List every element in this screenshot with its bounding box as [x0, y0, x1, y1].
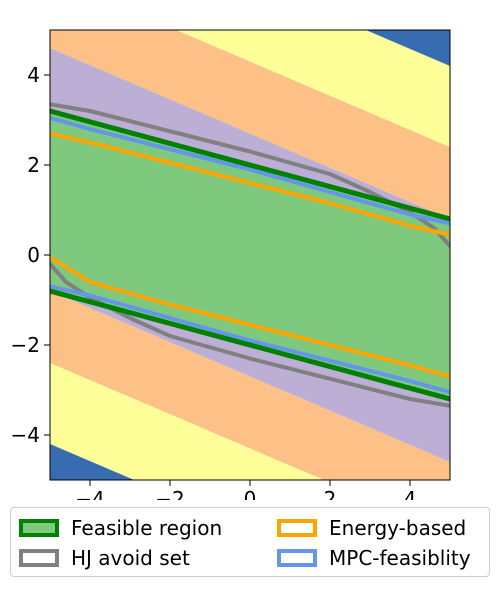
x-tick-label: 4: [404, 487, 417, 500]
legend-item-mpc-feasibility: MPC-feasiblity: [277, 544, 471, 572]
background-band-9: [50, 444, 135, 480]
legend-label: Energy-based: [329, 516, 467, 540]
feasible-region-swatch: [19, 519, 59, 537]
feasible-region-upper-boundary: [50, 108, 450, 222]
y-tick-label: 4: [27, 63, 40, 87]
hj-avoid-set-swatch: [19, 549, 59, 567]
energy-based-swatch: [277, 519, 317, 537]
legend-item-hj-avoid-set: HJ avoid set: [19, 544, 190, 572]
mpc-feasibility-swatch: [277, 549, 317, 567]
background-band-2: [176, 30, 450, 147]
legend-label: MPC-feasiblity: [329, 546, 471, 570]
legend-item-energy-based: Energy-based: [277, 514, 466, 542]
y-tick-label: −2: [11, 333, 40, 357]
axes: −4 −2 0 2 4 −4 −2 0 2 4: [11, 63, 417, 500]
background-band-4: [50, 0, 450, 3]
plot-area: [50, 0, 450, 480]
mpc-feasiblity-lower-boundary: [50, 284, 450, 395]
x-tick-label: 0: [244, 487, 257, 500]
legend-label: Feasible region: [71, 516, 223, 540]
hj-avoid-set-upper-boundary: [50, 102, 450, 248]
background-band-7: [50, 291, 450, 480]
feasible-region-lower-boundary: [50, 288, 450, 402]
legend-label: HJ avoid set: [71, 546, 190, 570]
y-tick-label: 0: [27, 243, 40, 267]
x-tick-label: −2: [155, 487, 184, 500]
background-band-3: [365, 30, 450, 66]
y-tick-label: −4: [11, 423, 40, 447]
y-tick-label: 2: [27, 153, 40, 177]
legend: Feasible region Energy-based HJ avoid se…: [10, 507, 490, 577]
mpc-feasiblity-upper-boundary: [50, 115, 450, 226]
background-band-8: [50, 363, 324, 480]
x-tick-label: 2: [324, 487, 337, 500]
feasible-region-fill: [50, 111, 450, 399]
legend-item-feasible-region: Feasible region: [19, 514, 222, 542]
hj-avoid-set-lower-boundary: [50, 262, 450, 408]
energy-based-upper-boundary: [50, 131, 450, 237]
energy-based-lower-boundary: [50, 255, 450, 379]
x-tick-label: −4: [75, 487, 104, 500]
background-band-1: [50, 30, 450, 219]
